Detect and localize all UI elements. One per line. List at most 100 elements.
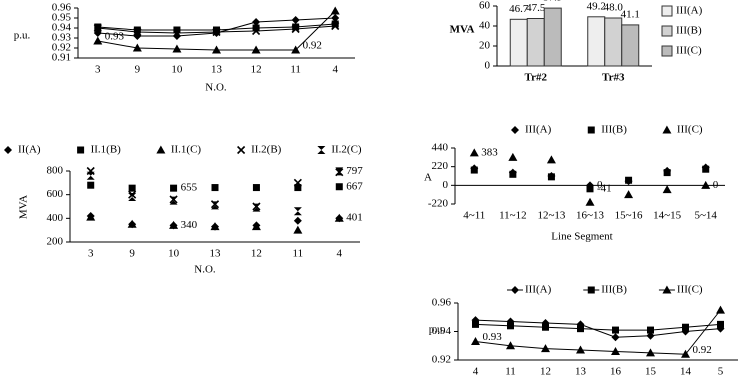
marker [547, 173, 555, 181]
marker [252, 184, 260, 192]
legend-label: III(C) [677, 284, 703, 296]
marker [127, 219, 137, 228]
value-label: 0.92 [303, 40, 322, 52]
x-tick-label: 9 [135, 64, 141, 76]
marker [128, 193, 137, 202]
value-label: 0.93 [483, 331, 503, 343]
marker [291, 16, 300, 24]
legend-label: III(A) [676, 5, 703, 17]
marker [291, 24, 300, 34]
x-tick-label: 10 [171, 64, 183, 76]
legend-label: III(A) [525, 124, 552, 136]
y-tick-label: 40 [479, 20, 491, 32]
y-tick-label: 220 [432, 160, 449, 172]
x-tick-label: 11 [505, 366, 516, 375]
marker [133, 26, 141, 34]
y-axis-label: MVA [450, 24, 475, 36]
y-tick-label: 400 [47, 212, 64, 224]
value-label: -41 [597, 182, 612, 194]
y-tick-label: 0.92 [52, 42, 71, 54]
x-tick-label: 11 [293, 248, 304, 260]
marker [293, 216, 302, 225]
y-axis-label: A [424, 172, 432, 184]
marker [213, 26, 220, 34]
x-tick-label: 4 [332, 64, 338, 76]
y-tick-label: -220 [428, 198, 449, 210]
bar [543, 7, 562, 67]
marker [646, 331, 655, 340]
marker [472, 320, 479, 328]
marker [86, 171, 95, 180]
marker [662, 125, 672, 134]
x-tick-label: 14 [680, 366, 692, 375]
bar [587, 16, 606, 67]
x-tick-label: 14~15 [653, 210, 681, 222]
legend-label: II.1(B) [91, 144, 122, 156]
marker [682, 323, 689, 331]
legend-label: III(B) [676, 25, 702, 37]
marker [133, 27, 142, 37]
marker [330, 6, 340, 15]
marker [212, 27, 221, 37]
y-tick-label: 60 [479, 0, 491, 12]
value-label: 48.0 [604, 2, 624, 14]
marker [128, 184, 136, 192]
marker [211, 184, 219, 192]
marker [252, 26, 261, 36]
marker [701, 180, 711, 189]
x-tick-label: 10 [168, 248, 180, 260]
y-tick-label: 0.93 [52, 32, 72, 44]
marker [663, 169, 671, 177]
legend-label: III(C) [676, 45, 702, 57]
marker [681, 349, 690, 358]
marker [173, 26, 181, 34]
y-axis-label: p.u. [14, 30, 31, 42]
value-label: 0 [713, 179, 719, 191]
marker [251, 222, 261, 231]
x-tick-label: 9 [129, 248, 135, 260]
x-tick-label: 12~13 [537, 210, 565, 222]
marker [86, 212, 96, 221]
marker [508, 152, 518, 161]
legend-label: III(C) [677, 124, 703, 136]
x-tick-label: 5 [718, 366, 724, 375]
marker [576, 345, 585, 354]
marker [507, 322, 514, 330]
x-tick-label: 15~16 [615, 210, 643, 222]
marker [172, 28, 181, 38]
value-label: 57.9 [543, 0, 563, 4]
marker [716, 305, 725, 314]
marker [662, 185, 672, 194]
marker [93, 23, 102, 33]
marker [612, 326, 619, 334]
marker [87, 181, 95, 189]
y-tick-label: 0.94 [52, 22, 72, 34]
marker [291, 45, 301, 54]
value-label: 47.5 [526, 2, 546, 14]
value-label: 46.7 [509, 3, 529, 15]
legend-swatch [661, 45, 673, 57]
marker [625, 176, 633, 184]
marker [4, 146, 12, 154]
value-label: 0 [597, 179, 603, 191]
y-tick-label: 0.94 [432, 325, 452, 337]
y-tick-label: 0.92 [432, 354, 451, 366]
marker [169, 220, 179, 229]
marker [334, 213, 344, 222]
bar [526, 18, 545, 67]
legend-label: III(B) [601, 284, 627, 296]
marker [294, 184, 302, 192]
series-line [475, 309, 721, 355]
series-line [475, 319, 721, 338]
marker [331, 21, 340, 31]
marker [293, 225, 303, 234]
x-tick-label: 12 [251, 64, 262, 76]
x-tick-label: Tr#3 [602, 72, 625, 84]
x-tick-label: 16 [610, 366, 622, 375]
marker [293, 178, 302, 187]
marker [335, 167, 344, 176]
x-axis-label: N.O. [205, 82, 227, 94]
y-tick-label: 600 [47, 188, 64, 200]
